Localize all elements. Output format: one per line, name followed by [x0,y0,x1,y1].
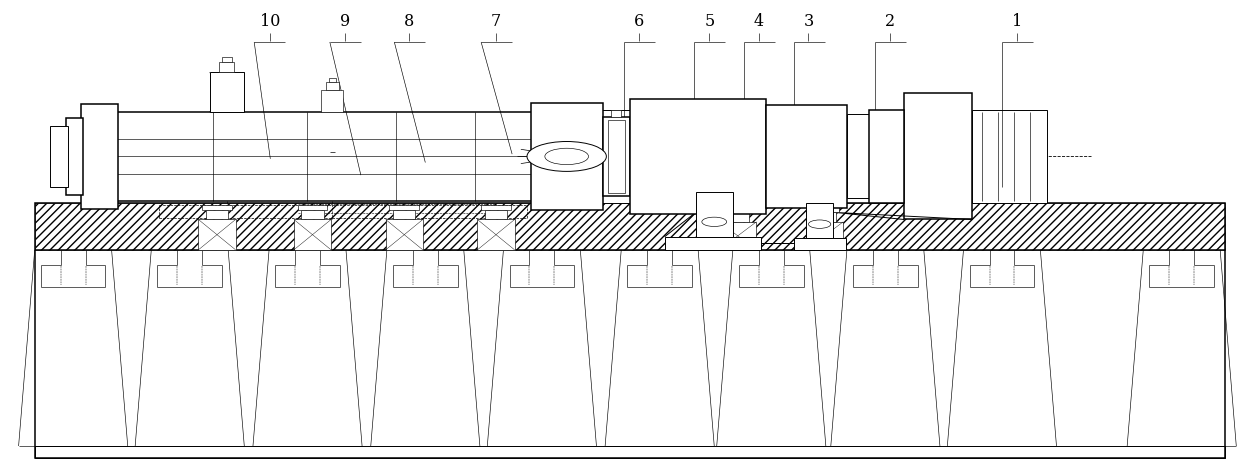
Bar [512,267,572,285]
Bar [396,267,455,285]
Circle shape [702,217,727,226]
Bar [108,112,632,201]
Bar [219,62,234,72]
Bar [321,90,343,112]
Bar [719,222,756,250]
Bar [972,267,1032,285]
Bar [531,110,632,203]
Bar [806,222,843,250]
Bar [1152,267,1211,285]
Bar [665,237,761,250]
Bar [794,238,846,250]
Bar [50,126,68,187]
Text: 3: 3 [804,13,813,29]
Bar [481,205,511,210]
Bar [727,212,749,222]
Bar [696,192,733,237]
Bar [206,210,228,219]
Bar [386,219,423,250]
Bar [222,57,232,62]
Bar [477,219,515,250]
Bar [66,118,83,195]
Bar [904,93,972,219]
Circle shape [544,148,589,165]
Text: 9: 9 [340,13,350,29]
Bar [806,203,833,238]
Text: 5: 5 [704,13,714,29]
Text: 10: 10 [260,13,280,29]
Bar [210,72,244,112]
Text: 6: 6 [634,13,644,29]
Bar [630,99,766,214]
Bar [160,267,219,285]
Bar [810,207,839,212]
Bar [198,219,236,250]
Bar [298,205,327,210]
Bar [856,267,915,285]
Bar [630,267,689,285]
Bar [35,446,1225,458]
Bar [35,203,1225,458]
Bar [278,267,337,285]
Bar [742,267,801,285]
Text: 2: 2 [885,13,895,29]
Text: 7: 7 [491,13,501,29]
Bar [608,120,625,193]
Bar [869,110,904,203]
Bar [531,103,603,210]
Bar [813,212,836,222]
Bar [485,210,507,219]
Bar [202,205,232,210]
Circle shape [808,220,831,228]
Bar [972,110,1047,203]
Text: 1: 1 [1012,13,1022,29]
Circle shape [527,142,606,171]
Bar [603,117,630,196]
Bar [389,205,419,210]
Bar [611,110,621,117]
Text: 4: 4 [754,13,764,29]
Bar [43,267,103,285]
Bar [329,78,336,82]
Bar [35,203,1225,250]
Bar [326,82,339,90]
Bar [393,210,415,219]
Bar [301,210,324,219]
Bar [294,219,331,250]
Bar [766,105,847,208]
Bar [81,104,118,209]
Bar [723,207,753,212]
Text: 8: 8 [404,13,414,29]
Bar [847,114,869,198]
